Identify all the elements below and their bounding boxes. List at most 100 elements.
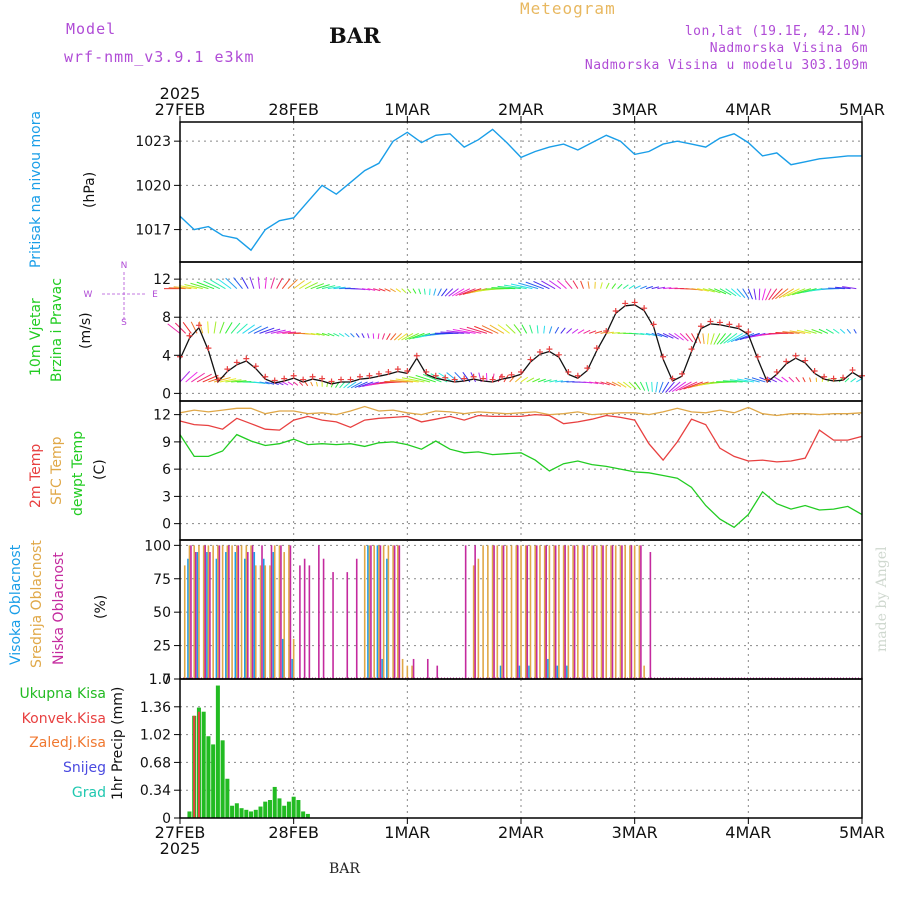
wind-speed-marker [584,365,591,372]
elevation-label: Nadmorska Visina 6m [709,41,868,56]
y-tick-label: 1023 [135,134,171,150]
wind-arrow [362,381,380,388]
wind-arrow [497,324,510,334]
wind-speed-marker [802,357,809,364]
wind-units: (m/s) [78,312,94,349]
wind-speed-marker [508,371,515,378]
wind-speed-marker [347,376,354,383]
rain-bar [220,740,225,818]
wind-speed-marker [707,318,714,325]
cloud-units: (%) [93,594,109,619]
wind-speed-marker [546,346,553,353]
wind-arrow [761,288,766,301]
wind-arrow [210,279,226,290]
wind-arrow [333,332,340,337]
y-tick-label: 9 [162,435,171,451]
wind-arrow [491,287,516,290]
wind-arrow [316,332,325,336]
wind-arrow [727,332,743,344]
t2m-label: 2m Temp [28,443,44,508]
y-tick-label: 0 [162,672,171,688]
wind-speed-marker [783,358,790,365]
wind-arrow [412,288,417,294]
wind-arrow [219,321,225,334]
wind-speed-marker [735,323,742,330]
wind-speed-marker [394,366,401,373]
wind-arrow [543,325,546,334]
wind-speed-marker [186,332,193,339]
wind-arrow [203,280,220,290]
x-tick-label-bottom: 27FEB [155,823,206,842]
wind-arrow [481,325,499,334]
wind-arrow [818,328,829,334]
legend-hail: Grad [71,785,106,801]
cloud-mid-label: Srednja Oblacnost [29,540,45,668]
wind-arrow [571,328,579,334]
wind-arrow [549,379,558,383]
wind-arrow [397,332,408,341]
wind-speed-marker [811,368,818,375]
wind-arrow [225,379,242,383]
wind-arrow [518,282,539,290]
wind-speed-marker [442,374,449,381]
wind-arrow [662,332,674,339]
meteogram-title: Meteogram [520,0,616,18]
y-tick-label: 75 [153,572,171,588]
wind-arrow [404,332,419,341]
wind-arrow [661,381,670,393]
wind-arrow [788,376,795,383]
cloud-panel: 0 25 50 75 100 [144,538,863,688]
wind-arrow [792,288,812,296]
dewpt-label: dewpt Temp [70,430,86,516]
wind-arrow [339,381,346,389]
wind-speed-marker [679,370,686,377]
wind-arrow [219,378,237,383]
wind-arrow [217,278,232,290]
model-label: Model [66,20,117,38]
y-tick-label: 12 [153,408,171,424]
wind-arrow [529,324,533,334]
wind-arrow [429,288,431,296]
y-tick-label: 1017 [135,223,171,239]
wind-arrow [674,333,684,341]
wind-arrow [781,376,789,383]
wind-speed-marker [565,368,572,375]
wind-arrow [716,333,726,345]
rain-bar [215,685,220,818]
wind-speed-marker [480,375,487,382]
wind-arrow [778,288,795,299]
wind-arrow [583,329,591,334]
wind-speed-marker [527,356,534,363]
wind-arrow [587,281,590,289]
wind-arrow [327,332,335,337]
wind-speed-marker [840,374,847,381]
compass-letter: W [84,290,93,300]
x-tick-label-bottom: 2MAR [498,823,544,842]
rain-bar [305,813,310,818]
wind-arrow [259,327,275,334]
wind-arrow [504,284,527,290]
wind-arrow [513,324,522,334]
wind-arrow [628,381,637,390]
wind-arrow [276,277,283,289]
wind-arrow [708,288,721,294]
wind-speed-marker [792,352,799,359]
y-tick-label: 0 [162,386,171,402]
wind-arrow [287,381,294,386]
wind-arrow [628,284,635,290]
precip-panel: 0 0.34 0.68 1.02 1.36 1.7 [140,672,863,827]
wind-arrow [679,333,689,342]
wind-arrow [782,331,800,334]
wind-speed-marker [271,377,278,384]
wind-arrow [611,332,620,334]
wind-speed-marker [555,351,562,358]
wind-arrow [775,288,789,300]
wind-arrow [446,330,470,334]
wind-arrow [406,288,412,294]
y-tick-label: 1020 [135,178,171,194]
wind-arrow [594,330,603,334]
wind-arrow [179,371,191,383]
wind-arrow [408,332,425,340]
rain-bar [258,806,263,818]
